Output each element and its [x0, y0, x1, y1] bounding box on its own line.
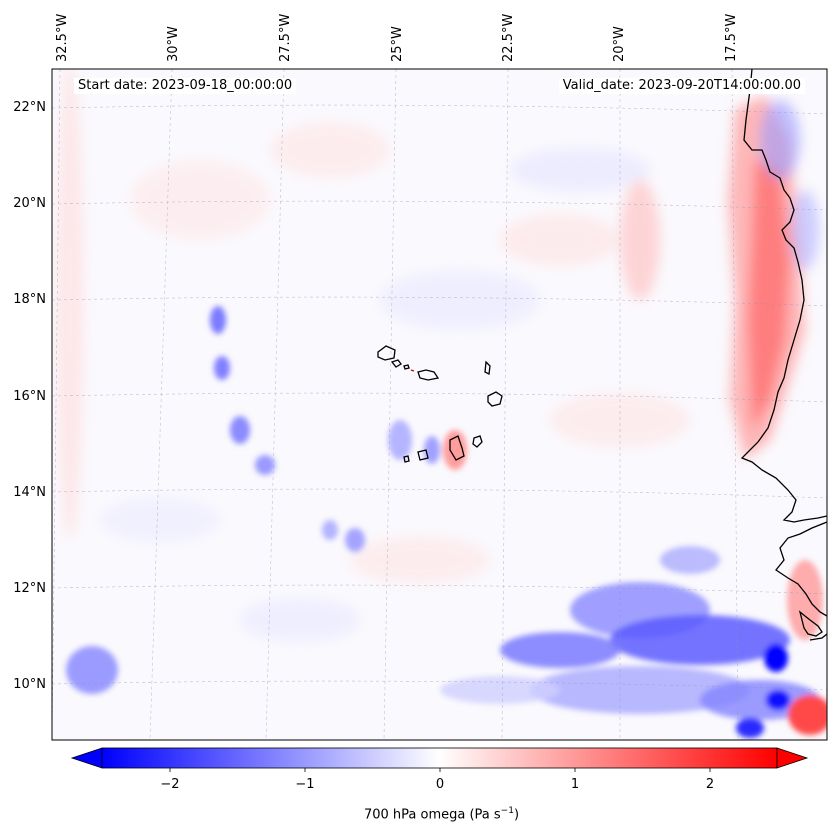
omega-south-zone: [440, 546, 827, 738]
lon-label-32-5w: 32.5°W: [55, 14, 70, 62]
map-panel: [51, 68, 828, 741]
colorbar-title: 700 hPa omega (Pa s−1): [0, 806, 837, 822]
parallel-18n: [52, 296, 827, 307]
meridian-30w: [149, 69, 173, 740]
island-santiago: [449, 435, 465, 461]
island-red-spot: [410, 369, 415, 372]
parallel-10n: [52, 680, 827, 691]
island-santa-luzia: [403, 364, 410, 370]
island-boa-vista: [487, 391, 503, 407]
cabo-verde-islands: [377, 345, 503, 463]
african-coast: [740, 69, 827, 523]
lon-label-20w: 20°W: [612, 26, 627, 62]
parallel-22n: [52, 104, 827, 115]
island-sao-nicolau: [417, 369, 440, 381]
colorbar: −2 −1 0 1 2: [70, 747, 809, 792]
lon-label-25w: 25°W: [390, 26, 405, 62]
guinea-coast: [798, 610, 827, 641]
colorbar-label-1: 1: [571, 777, 579, 792]
colorbar-ticks: [169, 768, 711, 772]
omega-weak-patches: [56, 69, 690, 642]
parallel-16n: [52, 392, 827, 403]
island-maio: [472, 435, 483, 448]
lat-label-10n: 10°N: [13, 677, 46, 692]
colorbar-label-neg2: −2: [160, 777, 179, 792]
lat-label-12n: 12°N: [13, 581, 46, 596]
senegambia-coast: [775, 521, 827, 617]
lat-label-14n: 14°N: [13, 485, 46, 500]
colorbar-label-2: 2: [706, 777, 714, 792]
island-fogo: [417, 449, 429, 461]
lat-label-20n: 20°N: [13, 196, 46, 211]
parallel-14n: [52, 488, 827, 499]
meridian-25w: [383, 69, 397, 740]
meridian-32-5w: [52, 69, 61, 740]
colorbar-title-exponent: −1: [500, 806, 514, 816]
latitude-labels: 22°N 20°N 18°N 16°N 14°N 12°N 10°N: [13, 100, 46, 692]
meridian-22-5w: [501, 69, 509, 740]
longitude-labels: 32.5°W 30°W 27.5°W 25°W 22.5°W 20°W 17.5…: [55, 14, 739, 62]
map-frame: [51, 68, 828, 741]
colorbar-title-close: ): [513, 807, 520, 823]
island-sal: [484, 360, 491, 375]
colorbar-gradient: [101, 747, 778, 769]
omega-cells-west: [66, 306, 467, 694]
island-brava: [403, 455, 410, 463]
colorbar-extend-max: [776, 747, 809, 769]
lat-label-16n: 16°N: [13, 389, 46, 404]
valid-date-label: Valid_date: 2023-09-20T14:00:00.00: [558, 78, 805, 94]
island-sao-vicente: [390, 359, 402, 368]
parallel-12n: [52, 584, 827, 595]
coastlines: [740, 69, 827, 641]
lon-label-22-5w: 22.5°W: [501, 14, 516, 62]
island-santo-antao: [377, 345, 396, 361]
colorbar-label-neg1: −1: [295, 777, 314, 792]
lon-label-27-5w: 27.5°W: [278, 14, 293, 62]
start-date-label: Start date: 2023-09-18_00:00:00: [74, 78, 297, 94]
colorbar-extend-min: [70, 747, 103, 769]
lon-label-17-5w: 17.5°W: [724, 14, 739, 62]
lon-label-30w: 30°W: [166, 26, 181, 62]
meridian-27-5w: [265, 69, 285, 740]
lat-label-22n: 22°N: [13, 100, 46, 115]
colorbar-label-0: 0: [436, 777, 444, 792]
parallel-20n: [52, 200, 827, 211]
meridian-17-5w: [731, 69, 739, 740]
lat-label-18n: 18°N: [13, 292, 46, 307]
colorbar-title-main: 700 hPa omega (Pa s: [363, 807, 501, 823]
graticule: [52, 69, 827, 740]
